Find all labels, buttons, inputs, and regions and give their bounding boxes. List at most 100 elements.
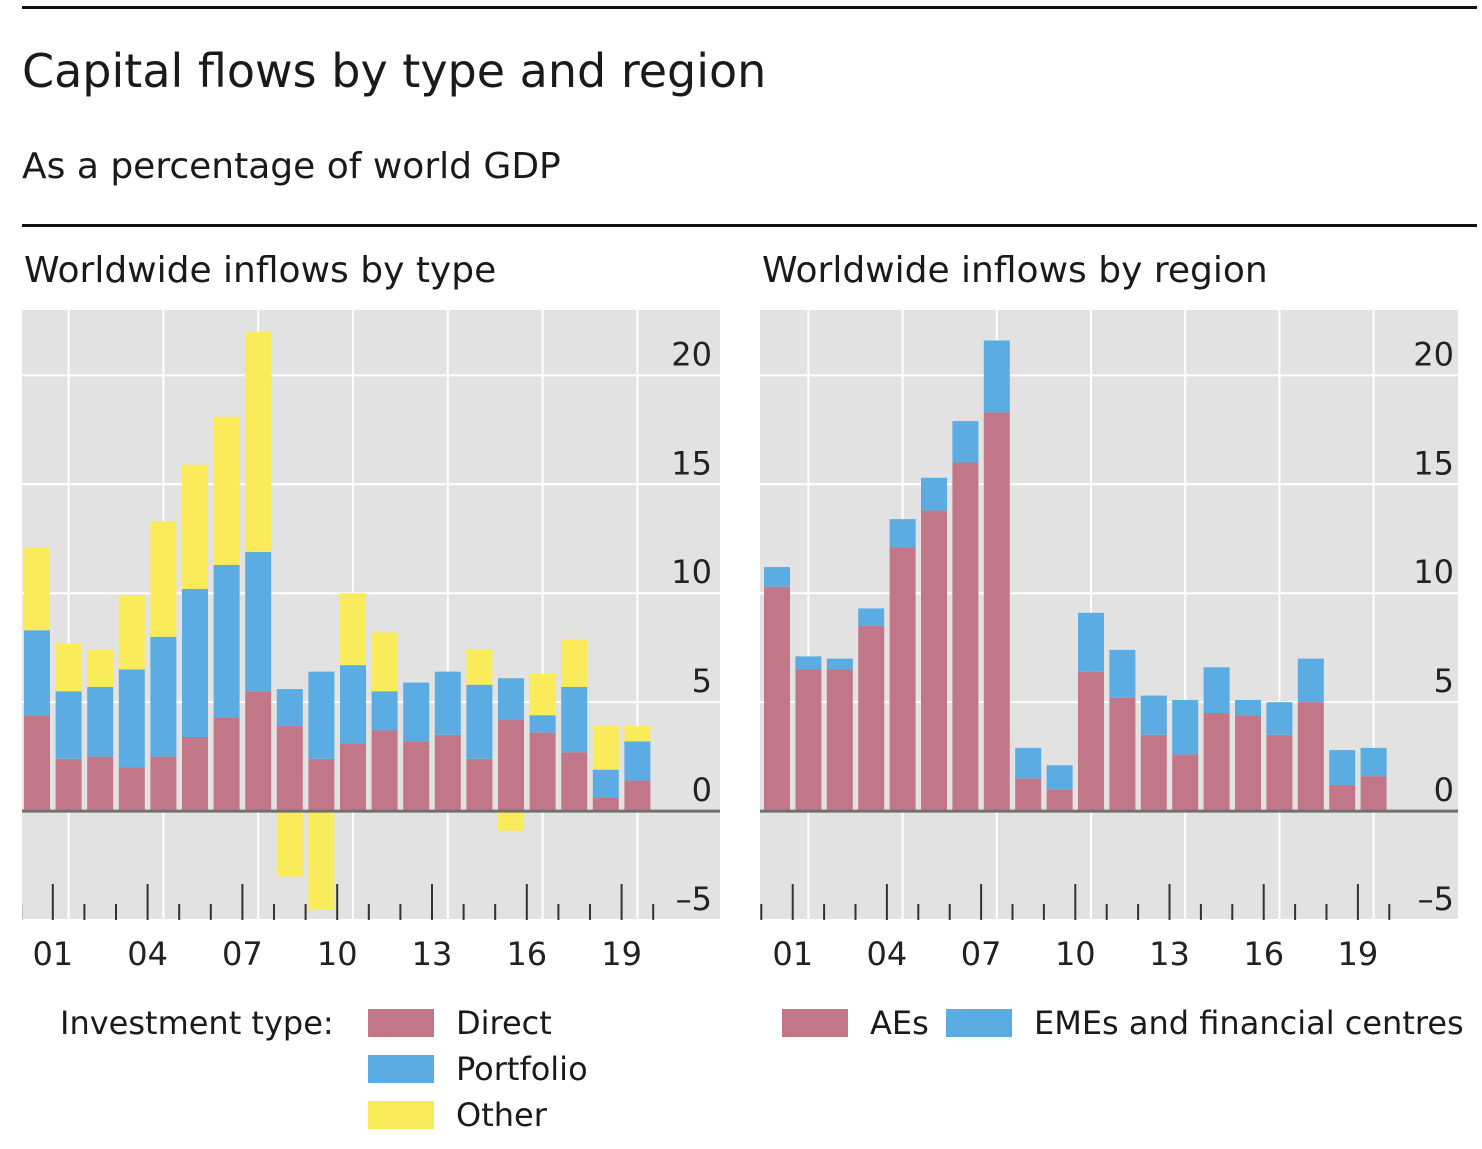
bar-aes-2013 xyxy=(1172,754,1199,812)
bar-emes-and-financial-centres-2015 xyxy=(1235,699,1261,716)
bar-emes-and-financial-centres-2007 xyxy=(983,340,1010,413)
y-tick-label: 20 xyxy=(671,335,712,373)
bar-portfolio-2014 xyxy=(466,684,493,759)
bar-other-2009 xyxy=(308,811,335,910)
x-tick-label: 04 xyxy=(127,935,168,973)
bar-direct-2004 xyxy=(150,756,177,812)
bar-aes-2009 xyxy=(1046,789,1073,812)
bar-portfolio-2017 xyxy=(561,686,588,753)
bar-portfolio-2011 xyxy=(371,691,398,731)
bar-portfolio-2015 xyxy=(498,678,524,720)
y-tick-label: –5 xyxy=(676,880,712,918)
bar-other-2011 xyxy=(371,632,398,692)
chart-inflows-by-region: 01 04 07 10 13 16 19 20 15 10 5 0 –5 xyxy=(760,310,1458,973)
bar-portfolio-2019 xyxy=(624,741,651,781)
x-tick-label: 01 xyxy=(772,935,813,973)
bar-aes-2019 xyxy=(1360,776,1387,812)
bar-emes-and-financial-centres-2003 xyxy=(858,608,885,626)
bar-emes-and-financial-centres-2001 xyxy=(795,656,822,670)
x-tick-label: 13 xyxy=(412,935,453,973)
bar-aes-2017 xyxy=(1297,702,1324,812)
bar-emes-and-financial-centres-2019 xyxy=(1360,747,1387,777)
bar-direct-2017 xyxy=(561,752,588,812)
legend-swatch-portfolio xyxy=(368,1055,434,1083)
x-tick-label: 13 xyxy=(1149,935,1190,973)
bar-emes-and-financial-centres-2004 xyxy=(889,519,916,548)
bar-direct-2014 xyxy=(466,758,493,812)
bar-direct-2008 xyxy=(276,726,303,812)
x-tick-label: 04 xyxy=(867,935,908,973)
bar-direct-2018 xyxy=(592,798,619,812)
legend-item-direct: Direct xyxy=(368,1004,552,1042)
bar-emes-and-financial-centres-2006 xyxy=(952,421,979,463)
legend-label-portfolio: Portfolio xyxy=(456,1050,588,1088)
bar-emes-and-financial-centres-2010 xyxy=(1078,612,1104,672)
chart-inflows-by-type: 01 04 07 10 13 16 19 20 15 10 5 0 –5 xyxy=(22,310,720,973)
bar-direct-2003 xyxy=(118,767,145,812)
bar-emes-and-financial-centres-2017 xyxy=(1297,658,1324,703)
bar-aes-2011 xyxy=(1109,697,1136,812)
bar-emes-and-financial-centres-2009 xyxy=(1046,765,1073,790)
bar-other-2010 xyxy=(340,593,366,666)
bar-aes-2010 xyxy=(1078,671,1104,812)
bar-emes-and-financial-centres-2005 xyxy=(921,477,947,511)
right-panel-title: Worldwide inflows by region xyxy=(762,250,1268,291)
x-tick-label: 16 xyxy=(1243,935,1284,973)
bar-portfolio-2002 xyxy=(87,686,114,757)
bar-aes-2008 xyxy=(1015,778,1042,812)
y-tick-label: 20 xyxy=(1413,335,1454,373)
bar-portfolio-2010 xyxy=(340,665,366,744)
bar-aes-2018 xyxy=(1329,784,1356,812)
chart-title: Capital flows by type and region xyxy=(22,44,767,98)
y-tick-label: 10 xyxy=(1413,553,1454,591)
chart-subtitle: As a percentage of world GDP xyxy=(22,146,561,187)
bar-portfolio-2003 xyxy=(118,669,145,768)
bar-portfolio-2006 xyxy=(213,564,240,718)
bar-direct-2019 xyxy=(624,780,651,812)
bar-portfolio-2004 xyxy=(150,636,177,757)
legend-item-portfolio: Portfolio xyxy=(368,1050,588,1088)
bar-portfolio-2009 xyxy=(308,671,335,759)
bar-other-2014 xyxy=(466,649,493,685)
bar-aes-2006 xyxy=(952,462,979,812)
bar-other-2004 xyxy=(150,521,177,637)
bar-other-2017 xyxy=(561,638,588,687)
legend-swatch-direct xyxy=(368,1009,434,1037)
legend-item-emes: EMEs and financial centres xyxy=(946,1004,1464,1042)
bar-emes-and-financial-centres-2000 xyxy=(764,567,790,587)
legend-label-other: Other xyxy=(456,1096,547,1134)
bar-other-2000 xyxy=(24,547,50,631)
bar-other-2003 xyxy=(118,595,145,670)
x-tick-label: 07 xyxy=(961,935,1002,973)
bar-direct-2009 xyxy=(308,758,335,812)
legend-swatch-aes xyxy=(782,1009,848,1037)
bar-aes-2015 xyxy=(1235,715,1261,812)
bar-emes-and-financial-centres-2012 xyxy=(1140,695,1167,735)
bar-aes-2012 xyxy=(1140,734,1167,812)
bar-other-2007 xyxy=(245,331,272,552)
x-tick-label: 10 xyxy=(317,935,358,973)
left-panel-title: Worldwide inflows by type xyxy=(24,250,497,291)
section-rule xyxy=(22,224,1477,227)
y-tick-label: –5 xyxy=(1418,880,1454,918)
bar-aes-2004 xyxy=(889,547,916,812)
bar-direct-2000 xyxy=(24,715,50,812)
x-tick-label: 16 xyxy=(506,935,547,973)
bar-aes-2005 xyxy=(921,510,947,812)
x-tick-label: 01 xyxy=(32,935,73,973)
bar-emes-and-financial-centres-2018 xyxy=(1329,750,1356,785)
bar-aes-2003 xyxy=(858,625,885,812)
bar-aes-2007 xyxy=(983,412,1010,812)
bar-direct-2005 xyxy=(182,737,208,812)
bar-portfolio-2018 xyxy=(592,769,619,798)
legend-item-other: Other xyxy=(368,1096,547,1134)
bar-portfolio-2016 xyxy=(529,715,556,733)
bar-other-2005 xyxy=(182,464,208,589)
bar-direct-2011 xyxy=(371,730,398,812)
legend-swatch-other xyxy=(368,1101,434,1129)
bar-aes-2016 xyxy=(1266,734,1293,812)
bar-direct-2002 xyxy=(87,756,114,812)
y-tick-label: 5 xyxy=(1434,662,1454,700)
bar-direct-2006 xyxy=(213,717,240,812)
legend-label-aes: AEs xyxy=(870,1004,929,1042)
